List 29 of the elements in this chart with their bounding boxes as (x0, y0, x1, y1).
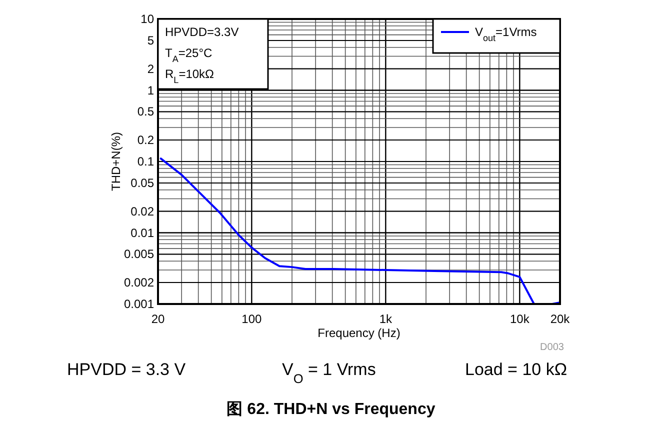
x-axis-title: Frequency (Hz) (318, 326, 400, 340)
y-tick-label: 0.005 (124, 247, 154, 262)
y-tick-label: 10 (140, 12, 154, 26)
y-tick-label: 0.1 (137, 154, 154, 168)
y-tick-label: 2 (147, 62, 154, 76)
annotation: R$_{L}$=10kΩ (165, 67, 214, 85)
y-tick-label: 0.002 (124, 276, 154, 290)
y-tick-label: 0.01 (130, 226, 154, 240)
text: D003 (540, 342, 564, 353)
y-tick-label: 5 (147, 33, 154, 48)
text: HPVDD = 3.3 V (67, 360, 186, 379)
y-tick-label: 0.5 (137, 104, 154, 119)
text: Load = 10 kΩ (465, 360, 568, 379)
y-tick-label: 0.02 (130, 204, 154, 218)
annotation: T$_{A}$=25°C (165, 46, 213, 64)
x-tick-label: 20k (550, 312, 571, 326)
x-tick-label: 10k (510, 312, 530, 326)
x-tick-label: 100 (242, 312, 262, 326)
annotation: HPVDD=3.3V (165, 25, 239, 39)
y-tick-label: 1 (147, 83, 154, 98)
y-tick-label: 0.001 (124, 297, 154, 311)
y-tick-label: 0.05 (130, 176, 154, 190)
text: 图 62. THD+N vs Frequency (226, 401, 436, 418)
legend-label: V$_{out}$=1Vrms (475, 25, 537, 43)
text: V$_{O}$ = 1 Vrms (282, 360, 376, 386)
y-axis-title: THD+N(%) (109, 132, 123, 191)
x-tick-label: 1k (379, 312, 393, 326)
x-tick-label: 20 (151, 312, 165, 326)
y-tick-label: 0.2 (137, 133, 154, 148)
